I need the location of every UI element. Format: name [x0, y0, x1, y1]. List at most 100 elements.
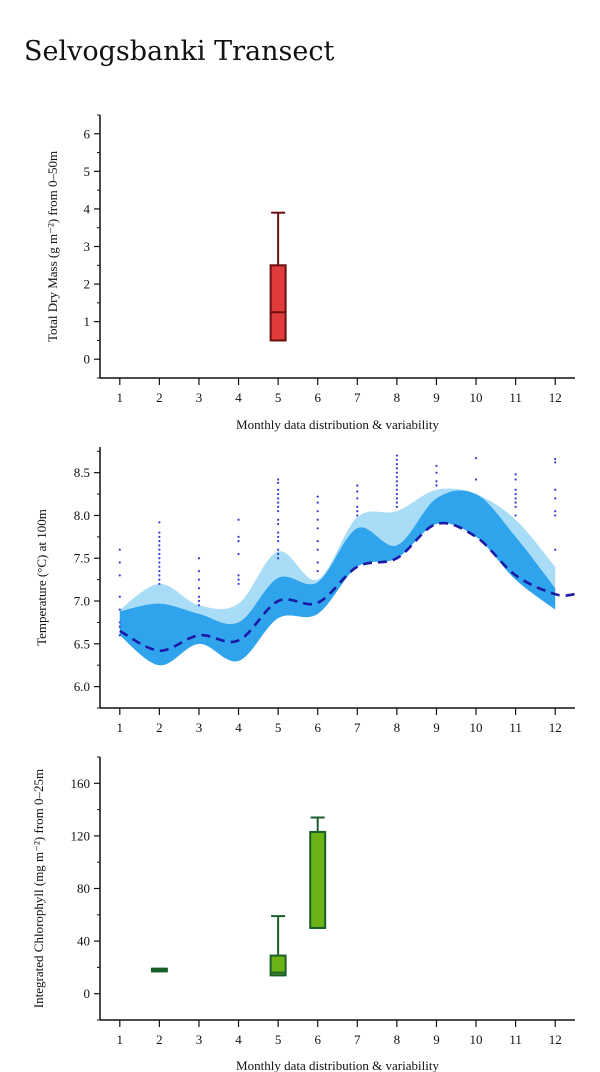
y-tick-label: 40: [77, 934, 90, 949]
temperature-point-month-11: [514, 505, 517, 509]
temperature-point-month-1: [118, 561, 121, 564]
y-tick-label: 7.0: [74, 594, 90, 609]
temperature-point-month-11: [514, 492, 517, 496]
temperature-point-month-4: [237, 535, 240, 538]
temperature-point-month-10: [474, 457, 478, 460]
y-tick-label: 2: [84, 277, 91, 292]
temperature-chart-panel: 6.06.57.07.58.08.51 2 3 4 5 6 7 8 9 10 11 12Tempera…: [34, 447, 576, 735]
y-tick-label: 8.0: [74, 508, 90, 523]
temperature-point-month-5: [277, 540, 280, 543]
x-tick-label: 8: [394, 390, 401, 405]
mean-temperature-line: [119, 521, 576, 652]
temperature-point-month-2: [158, 578, 161, 581]
temperature-point-month-9: [435, 464, 438, 467]
y-tick-label: 80: [77, 881, 90, 896]
x-tick-label: 3: [196, 1032, 203, 1047]
temperature-point-month-6: [316, 501, 319, 504]
temperature-point-month-6: [316, 569, 319, 573]
temperature-point-month-4: [237, 574, 240, 577]
temperature-point-month-4: [237, 518, 240, 521]
x-tick-label: 12: [549, 1032, 562, 1047]
temperature-point-month-8: [395, 492, 398, 496]
temperature-point-month-2: [158, 521, 161, 524]
x-tick-label: 5: [275, 390, 282, 405]
temperature-point-month-3: [197, 578, 201, 581]
y-tick-label: 6.5: [74, 636, 90, 651]
y-tick-label: 6.0: [74, 679, 90, 694]
temperature-point-month-2: [158, 552, 161, 556]
y-tick-label: 4: [84, 201, 91, 216]
temperature-point-month-3: [197, 557, 201, 560]
temperature-point-month-4: [237, 552, 240, 556]
temperature-point-month-7: [356, 490, 359, 493]
x-tick-label: 1: [117, 390, 124, 405]
temperature-point-month-2: [158, 544, 161, 547]
x-tick-label: 9: [433, 390, 440, 405]
y-tick-label: 7.5: [74, 551, 90, 566]
x-tick-label: 10: [470, 720, 483, 735]
temperature-point-month-9: [435, 471, 438, 474]
temperature-point-month-6: [316, 540, 319, 543]
temperature-point-month-9: [435, 480, 438, 483]
x-tick-label: 12: [549, 390, 562, 405]
temperature-point-month-8: [395, 467, 398, 470]
temperature-point-month-5: [277, 531, 280, 534]
box-iqr: [269, 264, 287, 342]
temperature-point-month-5: [277, 497, 280, 500]
box-month-2: [150, 967, 168, 973]
x-tick-label: 4: [235, 1032, 242, 1047]
y-tick-label: 0: [84, 986, 91, 1001]
y-tick-label: 5: [84, 164, 91, 179]
y-axis-title: Integrated Chlorophyll (mg m⁻²) from 0–2…: [31, 769, 46, 1008]
y-axis-title: Temperature (°C) at 100m: [34, 509, 49, 646]
x-tick-label: 8: [394, 1032, 401, 1047]
temperature-point-month-2: [158, 561, 161, 564]
temperature-point-month-8: [395, 497, 398, 500]
box-iqr: [309, 830, 327, 929]
temperature-point-month-5: [277, 552, 280, 556]
inner-variability-band: [119, 490, 556, 666]
temperature-point-month-5: [277, 557, 280, 560]
x-tick-label: 1: [117, 1032, 124, 1047]
temperature-point-month-6: [316, 518, 319, 521]
temperature-point-month-7: [356, 484, 359, 487]
temperature-point-month-12: [554, 497, 557, 500]
temperature-point-month-8: [395, 488, 398, 491]
temperature-point-month-5: [277, 481, 280, 485]
x-tick-label: 7: [354, 1032, 361, 1047]
x-tick-label: 9: [433, 1032, 440, 1047]
temperature-point-month-2: [158, 540, 161, 543]
temperature-point-month-8: [395, 484, 398, 487]
temperature-point-month-2: [158, 582, 161, 586]
temperature-point-month-12: [554, 488, 557, 491]
temperature-point-month-11: [514, 473, 517, 476]
temperature-point-month-8: [395, 475, 398, 479]
x-tick-label: 11: [509, 390, 522, 405]
x-tick-label: 11: [509, 1032, 522, 1047]
x-tick-label: 12: [549, 720, 562, 735]
y-axis-title: Total Dry Mass (g m⁻²) from 0–50m: [45, 151, 60, 342]
x-tick-label: 5: [275, 720, 282, 735]
box-month-5: [269, 211, 287, 342]
temperature-point-month-3: [197, 604, 201, 607]
x-tick-label: 8: [394, 720, 401, 735]
temperature-point-month-4: [237, 582, 240, 586]
temperature-point-month-1: [118, 548, 121, 551]
x-axis-title: Monthly data distribution & variability: [236, 417, 439, 432]
temperature-point-month-8: [395, 458, 398, 461]
x-tick-label: 2: [156, 390, 163, 405]
temperature-point-month-6: [316, 495, 319, 498]
x-tick-label: 2: [156, 1032, 163, 1047]
temperature-point-month-1: [118, 625, 121, 628]
temperature-point-month-3: [197, 569, 201, 573]
x-tick-label: 6: [314, 390, 321, 405]
temperature-point-month-9: [435, 484, 438, 487]
temperature-point-month-2: [158, 565, 161, 568]
x-tick-label: 7: [354, 390, 361, 405]
temperature-point-month-3: [197, 587, 201, 590]
temperature-point-month-7: [356, 505, 359, 509]
temperature-point-month-5: [277, 535, 280, 538]
temperature-point-month-12: [554, 457, 557, 461]
